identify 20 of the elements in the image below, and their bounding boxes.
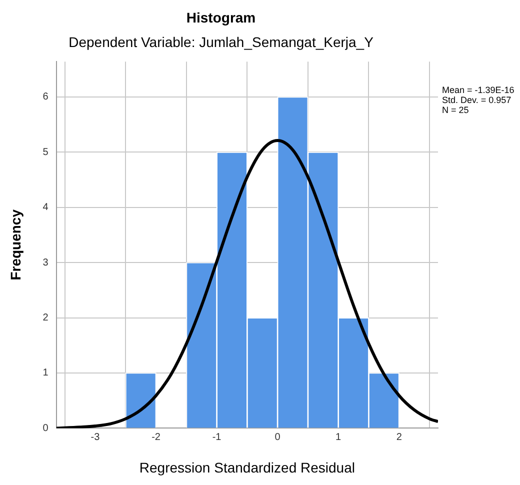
text: Mean = -1.39E-16 <box>442 84 514 95</box>
x-axis-title: Regression Standardized Residual <box>139 459 355 476</box>
y-tick-label: 3 <box>42 257 49 268</box>
x-tick-label: -3 <box>90 432 100 443</box>
y-tick-label: 6 <box>42 92 49 103</box>
y-tick-label: 4 <box>42 202 49 214</box>
chart-title: Histogram <box>186 9 256 26</box>
text: N = 25 <box>442 104 469 115</box>
x-tick-label: -1 <box>212 432 222 443</box>
y-tick-label: 5 <box>42 146 49 158</box>
x-tick-label: 1 <box>336 432 342 443</box>
x-tick-label: 2 <box>396 432 402 443</box>
text: Std. Dev. = 0.957 <box>442 94 512 105</box>
chart-subtitle: Dependent Variable: Jumlah_Semangat_Kerja_Y <box>68 34 374 50</box>
x-tick-label: 0 <box>274 432 281 443</box>
y-axis-title: Frequency <box>7 209 24 280</box>
y-tick-label: 0 <box>42 422 49 434</box>
x-tick-label: -2 <box>152 432 161 443</box>
y-tick-label: 1 <box>42 368 49 379</box>
y-tick-label: 2 <box>42 312 49 324</box>
